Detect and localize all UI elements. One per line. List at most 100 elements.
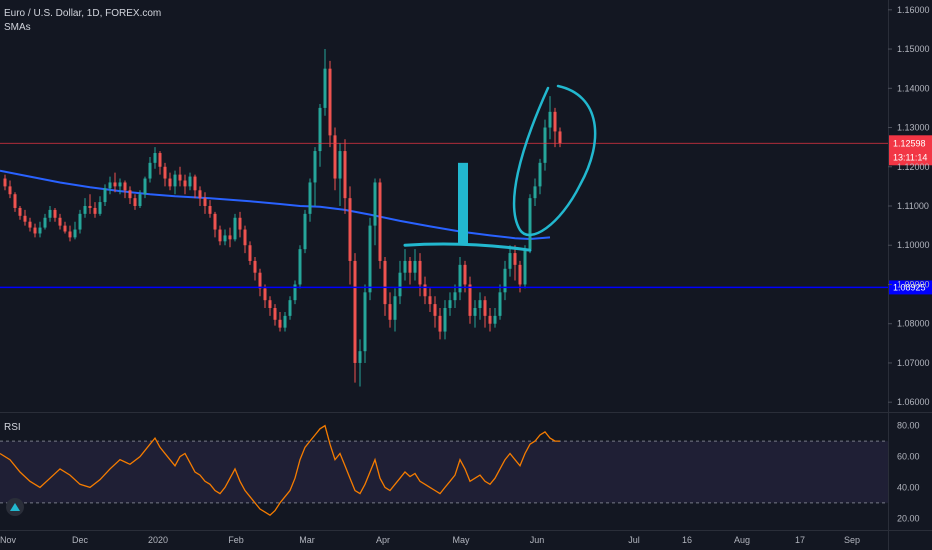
- candle-body: [423, 284, 427, 297]
- candle: [273, 304, 277, 326]
- candle: [423, 276, 427, 305]
- annotation-ellipse: [512, 84, 597, 237]
- candle-body: [118, 182, 122, 187]
- candle: [268, 296, 272, 316]
- candle-body: [463, 264, 467, 285]
- candle: [98, 196, 102, 216]
- candle-body: [388, 304, 392, 320]
- candle: [63, 221, 67, 234]
- candle-body: [393, 296, 397, 320]
- candle: [38, 221, 42, 238]
- symbol-title: Euro / U.S. Dollar, 1D, FOREX.com: [4, 8, 162, 19]
- candle-body: [338, 151, 342, 179]
- candle: [53, 207, 57, 222]
- candle: [388, 292, 392, 328]
- candle-body: [218, 229, 222, 242]
- candle-body: [133, 198, 137, 206]
- candle: [13, 192, 17, 212]
- candle-body: [243, 229, 247, 246]
- candle-body: [418, 260, 422, 285]
- candle: [298, 245, 302, 289]
- candle: [343, 139, 347, 214]
- candle: [113, 172, 117, 193]
- candle-body: [113, 182, 117, 187]
- candle-body: [128, 190, 132, 199]
- candle: [178, 166, 182, 187]
- support-price-label: 1.08925: [893, 282, 926, 292]
- annotation-bar: [458, 162, 468, 246]
- time-tick-label: 2020: [148, 535, 168, 545]
- candle: [353, 253, 357, 383]
- price-tick-label: 1.15000: [897, 44, 930, 54]
- indicator-label: SMAs: [4, 22, 31, 33]
- candle: [393, 288, 397, 332]
- candle-body: [43, 217, 47, 228]
- candle: [133, 194, 137, 210]
- candle: [123, 180, 127, 199]
- tradingview-logo-icon[interactable]: [6, 498, 24, 516]
- candle: [83, 198, 87, 218]
- candle: [358, 339, 362, 387]
- candle-body: [313, 151, 317, 183]
- candle-body: [413, 260, 417, 273]
- candle: [303, 209, 307, 254]
- candle: [558, 127, 562, 148]
- candle-body: [58, 217, 62, 226]
- candle-body: [468, 284, 472, 316]
- candle-body: [318, 107, 322, 152]
- candle-body: [343, 151, 347, 199]
- price-tick-label: 1.13000: [897, 123, 930, 133]
- time-tick-label: Sep: [844, 535, 860, 545]
- candle-body: [488, 315, 492, 324]
- candle-body: [23, 215, 27, 222]
- candle: [168, 172, 172, 191]
- candle-body: [298, 249, 302, 285]
- candle: [418, 253, 422, 297]
- candle: [383, 257, 387, 316]
- candle-body: [3, 178, 7, 187]
- time-tick-label: Jun: [530, 535, 545, 545]
- candle: [538, 158, 542, 195]
- candle: [283, 311, 287, 332]
- candle-body: [453, 292, 457, 301]
- candle: [458, 257, 462, 301]
- candle: [448, 292, 452, 316]
- candle: [438, 308, 442, 340]
- candle-body: [428, 296, 432, 305]
- candle-body: [323, 68, 327, 108]
- candle-body: [558, 131, 562, 144]
- candle: [243, 225, 247, 254]
- time-tick-label: Dec: [72, 535, 89, 545]
- candle-body: [153, 153, 157, 163]
- candle-body: [158, 153, 162, 167]
- candle: [3, 174, 7, 191]
- candle-body: [398, 272, 402, 297]
- candle: [508, 245, 512, 277]
- annotations: [403, 84, 597, 252]
- candle: [533, 178, 537, 206]
- candle-body: [353, 260, 357, 363]
- price-axis: 1.16000 1.15000 1.14000 1.13000 1.12000 1.110…: [888, 5, 930, 407]
- candle: [153, 147, 157, 169]
- price-line: 1.12598 13:11:14: [0, 135, 932, 166]
- candle: [263, 284, 267, 309]
- candle-body: [408, 260, 412, 273]
- candle: [488, 308, 492, 332]
- last-price-label: 1.12598: [893, 138, 926, 148]
- candle: [258, 268, 262, 297]
- candle-body: [283, 315, 287, 328]
- last-price-tag: [889, 135, 932, 166]
- candle-body: [193, 176, 197, 191]
- candle: [278, 311, 282, 332]
- candle: [253, 257, 257, 281]
- candle: [333, 127, 337, 191]
- candle: [328, 60, 332, 148]
- candle-body: [403, 260, 407, 273]
- candle-body: [443, 308, 447, 332]
- countdown-label: 13:11:14: [893, 152, 927, 162]
- price-tick-label: 1.11000: [897, 201, 929, 211]
- candle-body: [198, 190, 202, 199]
- candle: [128, 186, 132, 205]
- candle-body: [368, 225, 372, 293]
